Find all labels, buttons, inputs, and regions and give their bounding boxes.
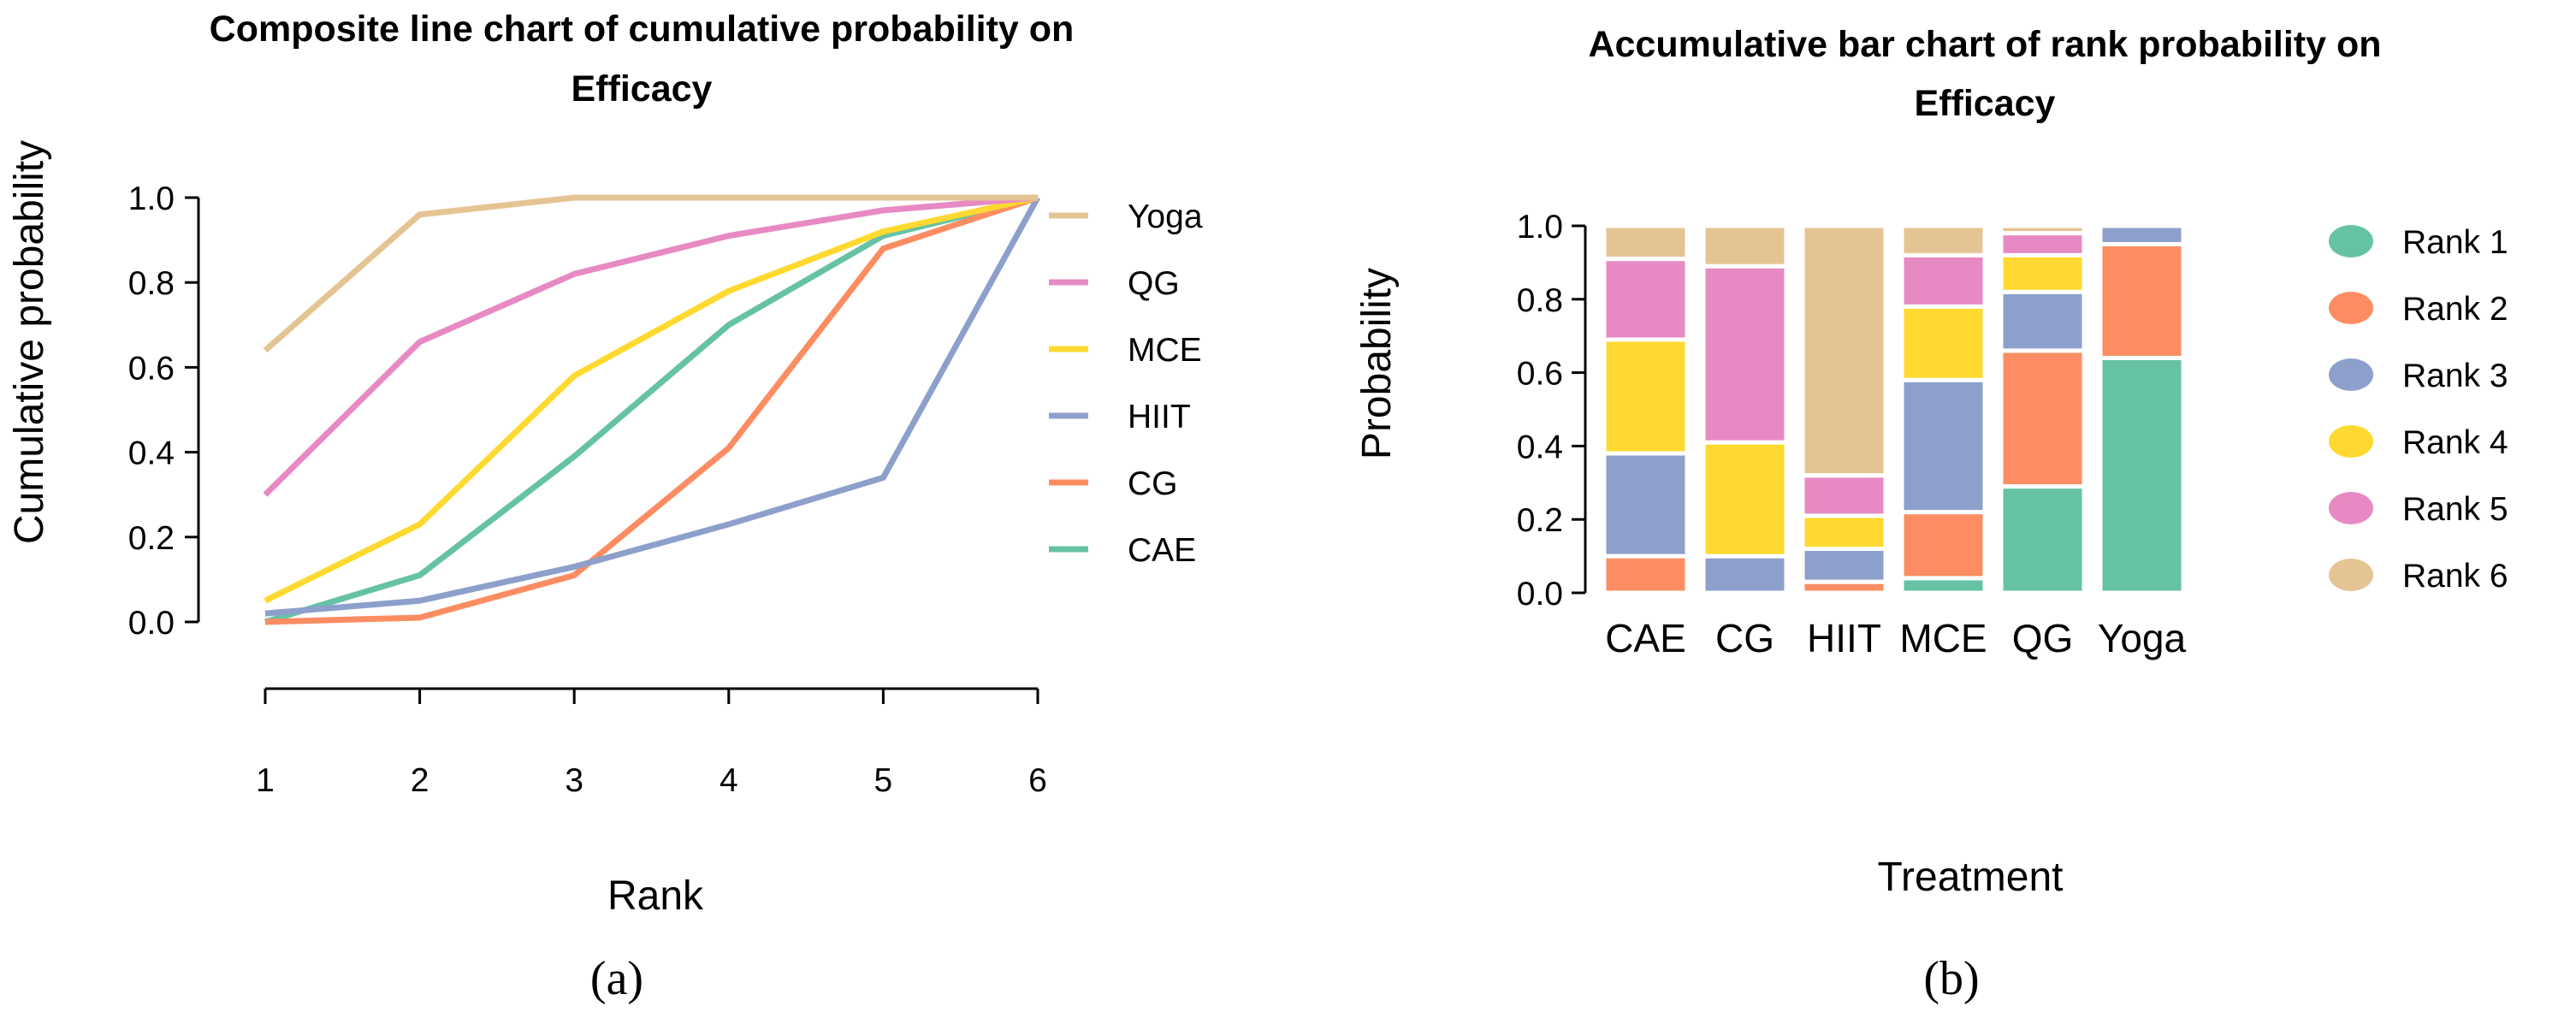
- bar-segment-cae-rank-5: [1602, 257, 1690, 342]
- line-legend-label: HIIT: [1128, 399, 1191, 435]
- bar-chart-legend: Rank 1 Rank 2 Rank 3 Rank 4 Rank 5 Rank 6: [2329, 224, 2508, 595]
- line-chart-y-tick-label: 0.8: [128, 265, 175, 302]
- bar-legend-swatch: [2329, 225, 2373, 257]
- bar-segment-qg-rank-3: [1999, 289, 2087, 353]
- bar-segment-qg-rank-6: [1999, 223, 2087, 236]
- bar-segment-hiit-rank-3: [1800, 547, 1888, 584]
- bar-segment-mce-rank-6: [1899, 223, 1987, 257]
- bar-category-label: Yoga: [2098, 616, 2187, 660]
- bar-chart-bars: [1602, 223, 2186, 595]
- bar-legend-label: Rank 2: [2402, 291, 2508, 328]
- bar-chart-title-line-2: Efficacy: [1915, 83, 2056, 124]
- line-chart-x-axis: 1 2 3 4 5 6: [256, 687, 1047, 799]
- line-legend-label: CG: [1128, 465, 1178, 502]
- bar-category-label: CAE: [1605, 616, 1686, 660]
- bar-segment-yoga-rank-1: [2098, 355, 2186, 595]
- bar-segment-qg-rank-2: [1999, 348, 2087, 489]
- bar-category-label: HIIT: [1807, 616, 1881, 660]
- bar-legend-swatch: [2329, 358, 2373, 391]
- bar-segment-cae-rank-2: [1602, 553, 1690, 595]
- line-series-cg: [264, 194, 1039, 625]
- line-chart-x-tick-label: 1: [256, 762, 275, 799]
- line-chart-title-line-1: Composite line chart of cumulative proba…: [210, 9, 1075, 50]
- bar-segment-mce-rank-3: [1899, 377, 1987, 515]
- bar-chart-y-tick-label: 0.2: [1517, 502, 1563, 539]
- bar-segment-mce-rank-5: [1899, 252, 1987, 309]
- bar-chart-y-axis: 0.0 0.2 0.4 0.6 0.8 1.0: [1517, 209, 1587, 613]
- line-chart-x-tick-label: 5: [874, 762, 893, 799]
- bar-segment-mce-rank-4: [1899, 304, 1987, 382]
- bar-segment-mce-rank-2: [1899, 510, 1987, 581]
- bar-legend-label: Rank 3: [2402, 358, 2508, 394]
- line-chart-series: [263, 194, 1041, 625]
- line-chart-x-tick-label: 6: [1028, 762, 1047, 799]
- line-chart-y-tick-label: 0.0: [128, 605, 175, 642]
- bar-chart-y-tick-label: 1.0: [1517, 209, 1563, 246]
- line-legend-label: Yoga: [1128, 198, 1203, 235]
- line-series-qg: [263, 194, 1039, 497]
- bar-segment-mce-rank-1: [1899, 576, 1987, 595]
- line-chart-legend: Yoga QG MCE HIIT CG CAE: [1049, 198, 1203, 569]
- bar-legend-swatch: [2329, 559, 2373, 591]
- bar-segment-hiit-rank-4: [1800, 513, 1888, 552]
- line-legend-label: MCE: [1128, 332, 1202, 369]
- bar-legend-label: Rank 6: [2402, 558, 2508, 595]
- bar-segment-qg-rank-5: [1999, 231, 2087, 257]
- bar-segment-yoga-rank-3: [2098, 223, 2186, 246]
- bar-legend-label: Rank 4: [2402, 424, 2508, 461]
- line-chart-x-tick-label: 4: [720, 762, 738, 799]
- line-chart-x-axis-label: Rank: [607, 873, 704, 919]
- line-series-hiit: [264, 196, 1041, 617]
- bar-segment-cg-rank-5: [1701, 263, 1789, 445]
- bar-segment-cae-rank-4: [1602, 337, 1690, 456]
- line-series-yoga: [263, 194, 1038, 353]
- bar-chart-y-tick-label: 0.6: [1517, 356, 1563, 393]
- panel-label-b: (b): [1923, 952, 1979, 1005]
- line-series-mce: [264, 194, 1039, 604]
- line-chart-y-axis-label: Cumulative probability: [7, 140, 52, 544]
- bar-segment-cg-rank-6: [1701, 223, 1789, 269]
- line-chart-y-tick-label: 0.6: [128, 350, 175, 387]
- bar-chart-x-axis-label: Treatment: [1878, 855, 2064, 900]
- bar-category-label: MCE: [1899, 616, 1987, 660]
- bar-segment-yoga-rank-2: [2098, 241, 2186, 360]
- line-chart-y-tick-label: 0.2: [128, 520, 175, 557]
- bar-legend-label: Rank 5: [2402, 491, 2508, 528]
- bar-segment-cae-rank-6: [1602, 223, 1690, 262]
- line-chart-x-tick-label: 3: [565, 762, 583, 799]
- bar-segment-hiit-rank-6: [1800, 223, 1888, 478]
- bar-chart-category-labels: CAE CG HIIT MCE QG Yoga: [1605, 616, 2186, 660]
- line-chart-y-tick-label: 1.0: [128, 181, 175, 217]
- bar-chart-y-tick-label: 0.0: [1517, 576, 1563, 613]
- bar-legend-swatch: [2329, 292, 2373, 324]
- bar-chart-y-axis-label: Probability: [1354, 268, 1400, 459]
- line-series-cae: [264, 194, 1039, 625]
- bar-category-label: QG: [2012, 616, 2074, 660]
- panel-label-a: (a): [590, 952, 643, 1005]
- line-chart-y-axis: 0.0 0.2 0.4 0.6 0.8 1.0: [128, 181, 200, 642]
- bar-segment-qg-rank-4: [1999, 252, 2087, 294]
- line-chart-title-line-2: Efficacy: [571, 68, 713, 109]
- line-legend-label: CAE: [1128, 532, 1196, 569]
- line-chart-y-tick-label: 0.4: [128, 435, 175, 472]
- bar-legend-label: Rank 1: [2402, 224, 2508, 261]
- bar-chart-title-line-1: Accumulative bar chart of rank probabili…: [1588, 24, 2381, 65]
- bar-category-label: CG: [1715, 616, 1774, 660]
- bar-segment-cg-rank-4: [1701, 440, 1789, 559]
- bar-segment-hiit-rank-5: [1800, 473, 1888, 518]
- bar-segment-cg-rank-3: [1701, 553, 1789, 595]
- bar-segment-qg-rank-1: [1999, 484, 2087, 595]
- bar-chart-y-tick-label: 0.4: [1517, 429, 1563, 465]
- bar-chart-y-tick-label: 0.8: [1517, 282, 1563, 319]
- line-chart-x-tick-label: 2: [411, 762, 429, 799]
- line-chart-panel: Composite line chart of cumulative proba…: [7, 9, 1203, 1005]
- bar-chart-panel: Accumulative bar chart of rank probabili…: [1354, 24, 2508, 1005]
- bar-legend-swatch: [2329, 492, 2373, 524]
- line-legend-label: QG: [1128, 265, 1180, 302]
- bar-segment-cae-rank-3: [1602, 451, 1690, 559]
- bar-legend-swatch: [2329, 425, 2373, 458]
